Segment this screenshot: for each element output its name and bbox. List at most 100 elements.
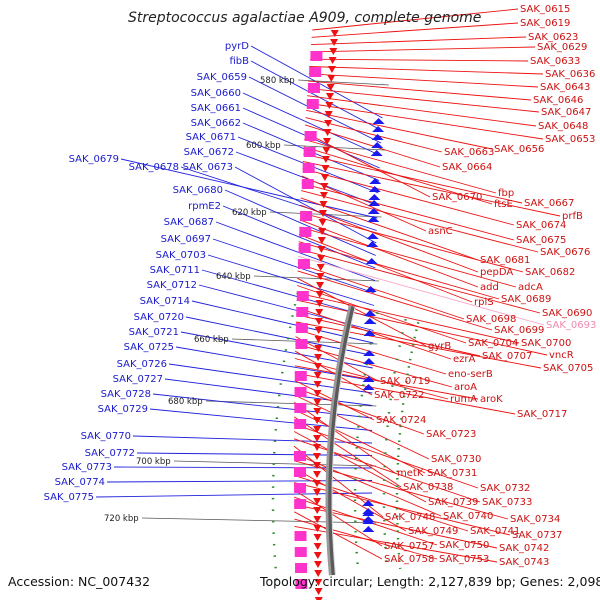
- gene-arrow: [327, 75, 336, 82]
- feature-block: [298, 243, 311, 253]
- feature-block: [295, 579, 308, 589]
- gene-arrow: [314, 588, 323, 595]
- right-gene-label: SAK_0674: [516, 220, 566, 231]
- gene-arrow: [313, 552, 322, 559]
- backbone-highlight: [331, 306, 356, 575]
- right-leader: [302, 168, 515, 226]
- left-gene-label: SAK_0660: [191, 88, 241, 99]
- gene-arrow: [313, 435, 322, 442]
- gene-arrow: [320, 174, 329, 181]
- right-leader: [293, 416, 402, 488]
- tick-label: 680 kbp: [168, 397, 203, 407]
- right-gene-label: SAK_0722: [374, 390, 424, 401]
- right-gene-label: SAK_0675: [516, 235, 566, 246]
- right-leader: [301, 175, 427, 232]
- right-gene-label: SAK_0653: [545, 134, 595, 145]
- gene-arrow: [317, 237, 326, 244]
- feature-block: [294, 531, 307, 541]
- left-leader: [198, 284, 374, 331]
- right-gene-label: SAK_0643: [540, 82, 590, 93]
- right-gene-label: SAK_0647: [541, 107, 591, 118]
- left-gene-label: SAK_0662: [191, 118, 241, 129]
- gene-arrow: [313, 444, 322, 451]
- left-gene-label: SAK_0721: [129, 327, 179, 338]
- left-leader: [120, 158, 378, 219]
- right-leader: [298, 241, 500, 300]
- feature-block: [294, 403, 307, 413]
- right-leader: [293, 467, 407, 532]
- gene-arrow: [330, 30, 339, 37]
- gene-arrow-reverse: [362, 376, 375, 382]
- feature-block: [294, 371, 307, 381]
- gene-arrow-reverse: [362, 384, 375, 390]
- feature-block: [301, 179, 314, 189]
- right-gene-label: SAK_0648: [538, 121, 588, 132]
- gene-arrow: [316, 273, 325, 280]
- gene-arrow-reverse: [367, 208, 380, 214]
- right-gene-label: SAK_0705: [543, 363, 593, 374]
- feature-block: [307, 83, 320, 93]
- right-gene-label: SAK_0757: [384, 541, 434, 552]
- feature-block: [304, 131, 317, 141]
- gene-arrow: [313, 462, 322, 469]
- right-leader: [308, 80, 532, 101]
- right-gene-label: SAK_0758: [384, 554, 434, 565]
- gene-arrow: [330, 39, 339, 46]
- right-gene-label: SAK_0731: [427, 468, 477, 479]
- gene-arrow: [313, 498, 322, 505]
- tick-leader: [253, 275, 380, 282]
- tick-label: 660 kbp: [194, 335, 229, 345]
- gene-arrow: [317, 246, 326, 253]
- gene-arrow-reverse: [372, 126, 385, 132]
- right-gene-label: SAK_0646: [533, 95, 583, 106]
- left-gene-label: SAK_0659: [197, 72, 247, 83]
- right-gene-label: add: [480, 282, 499, 293]
- right-leader: [293, 438, 481, 503]
- right-leader: [299, 219, 479, 288]
- left-gene-label: SAK_0728: [101, 389, 151, 400]
- right-gene-label: rumA: [450, 394, 477, 405]
- right-leader: [295, 321, 542, 369]
- feature-block: [294, 547, 307, 557]
- right-gene-label: SAK_0619: [520, 18, 570, 29]
- feature-block: [294, 419, 307, 429]
- right-gene-label: SAK_0681: [480, 255, 530, 266]
- left-gene-label: SAK_0714: [140, 296, 190, 307]
- feature-block: [295, 323, 308, 333]
- left-gene-label: fibB: [229, 56, 249, 67]
- gene-arrow-reverse: [364, 286, 377, 292]
- gene-arrow-reverse: [371, 142, 384, 148]
- gene-arrow: [313, 372, 322, 379]
- gene-arrow: [319, 210, 328, 217]
- right-gene-label: vncR: [549, 350, 574, 361]
- feature-block: [309, 67, 322, 77]
- right-leader: [293, 423, 479, 489]
- right-leader: [298, 233, 473, 303]
- feature-block: [303, 147, 316, 157]
- right-leader: [300, 204, 479, 273]
- left-gene-label: SAK_0720: [134, 312, 184, 323]
- gene-arrow-reverse: [367, 216, 380, 222]
- gene-arrow: [313, 408, 322, 415]
- gene-arrow-reverse: [363, 318, 376, 324]
- gene-arrow-reverse: [362, 526, 375, 532]
- right-leader: [297, 270, 493, 331]
- gene-arrow: [313, 381, 322, 388]
- gene-arrow: [326, 84, 335, 91]
- tick-leader: [173, 460, 377, 467]
- right-leader: [297, 255, 545, 326]
- left-gene-label: SAK_0773: [62, 462, 112, 473]
- right-gene-label: SAK_0636: [545, 69, 595, 80]
- left-leader: [242, 92, 381, 156]
- right-leader: [311, 22, 519, 38]
- left-gene-label: SAK_0661: [191, 103, 241, 114]
- right-leader: [300, 197, 479, 261]
- left-gene-label: SAK_0774: [55, 477, 105, 488]
- gene-arrow: [314, 336, 323, 343]
- right-gene-label: asnC: [428, 226, 453, 237]
- gene-arrow: [324, 120, 333, 127]
- tick-leader: [141, 517, 377, 524]
- gene-arrow-reverse: [365, 258, 378, 264]
- gene-arrow: [327, 66, 336, 73]
- gene-arrow: [318, 219, 327, 226]
